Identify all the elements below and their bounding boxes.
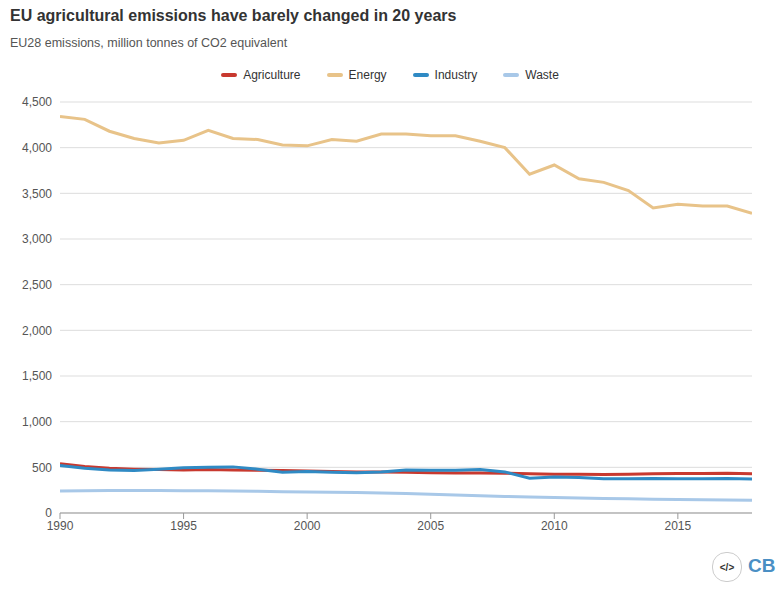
html-text:Agriculture: Agriculture (243, 68, 301, 82)
svg-text:2010: 2010 (541, 519, 568, 533)
svg-text:0: 0 (45, 506, 52, 520)
svg-text:2,000: 2,000 (22, 324, 52, 338)
html-text:Energy: Energy (348, 68, 387, 82)
svg-text:1990: 1990 (47, 519, 74, 533)
svg-text:500: 500 (32, 461, 52, 475)
html-text:Waste: Waste (525, 68, 559, 82)
svg-text:2000: 2000 (294, 519, 321, 533)
svg-text:2,500: 2,500 (22, 278, 52, 292)
svg-text:2015: 2015 (665, 519, 692, 533)
html-text:CB: CB (748, 555, 776, 576)
svg-text:3,500: 3,500 (22, 187, 52, 201)
html-text:EU agricultural emissions have: EU agricultural emissions have barely ch… (10, 7, 457, 24)
svg-text:1,500: 1,500 (22, 369, 52, 383)
svg-text:4,500: 4,500 (22, 95, 52, 109)
svg-text:1995: 1995 (170, 519, 197, 533)
html-text:EU28 emissions, million tonnes: EU28 emissions, million tonnes of CO2 eq… (10, 36, 288, 50)
html-text:Industry: Industry (434, 68, 478, 82)
svg-text:4,000: 4,000 (22, 141, 52, 155)
svg-text:1,000: 1,000 (22, 415, 52, 429)
svg-text:2005: 2005 (417, 519, 444, 533)
svg-text:3,000: 3,000 (22, 232, 52, 246)
